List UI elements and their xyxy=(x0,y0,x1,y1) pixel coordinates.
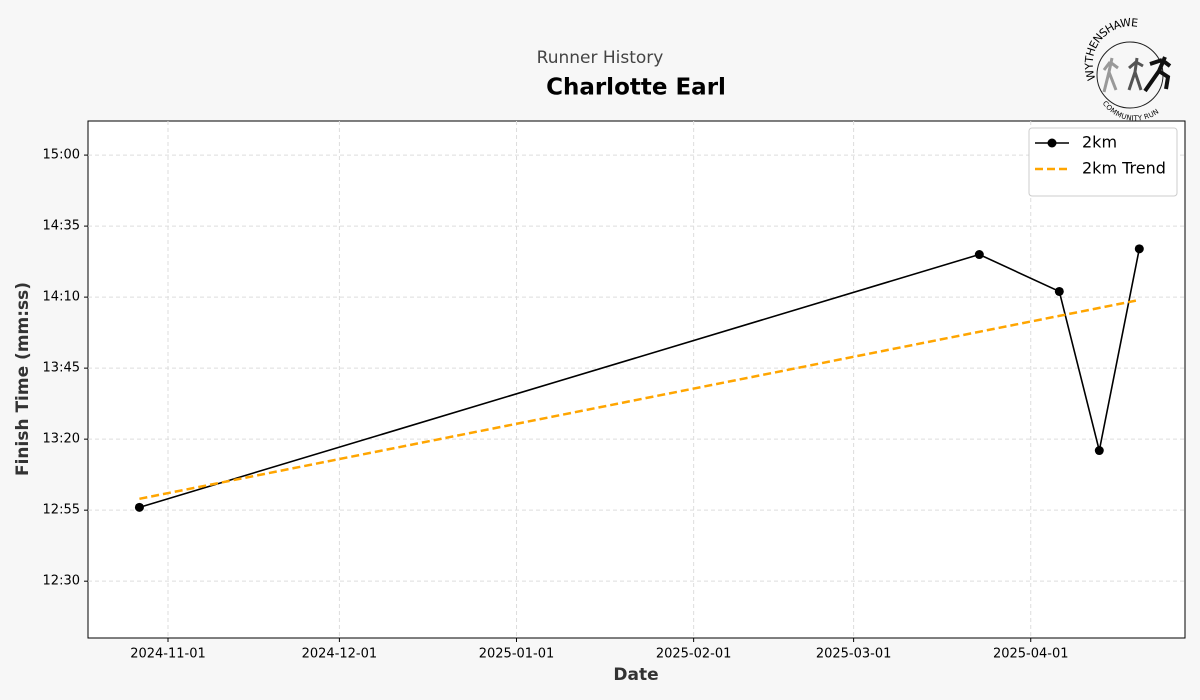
y-tick-label: 14:35 xyxy=(43,219,80,234)
logo-runner xyxy=(1102,57,1119,93)
series-line xyxy=(139,298,1140,501)
data-point xyxy=(1054,286,1064,296)
x-tick-label: 2025-04-01 xyxy=(993,647,1069,662)
data-point xyxy=(1094,446,1104,456)
y-axis-label: Finish Time (mm:ss) xyxy=(13,282,33,476)
y-tick-label: 12:30 xyxy=(43,574,80,589)
legend-label: 2km Trend xyxy=(1082,159,1166,178)
data-point xyxy=(134,502,144,512)
y-tick-label: 15:00 xyxy=(43,148,80,163)
legend-marker xyxy=(1047,138,1057,148)
x-axis-label: Date xyxy=(613,665,658,685)
x-tick-label: 2025-03-01 xyxy=(816,647,892,662)
legend-box xyxy=(1028,127,1178,197)
y-tick-label: 14:10 xyxy=(43,290,80,305)
legend: 2km 2km Trend xyxy=(1028,127,1178,197)
x-tick-label: 2025-02-01 xyxy=(656,647,732,662)
y-tick-label: 13:45 xyxy=(43,361,80,376)
grid xyxy=(88,121,1185,638)
logo-runner xyxy=(1127,57,1144,91)
x-tick-label: 2024-12-01 xyxy=(302,647,378,662)
x-tick-label: 2025-01-01 xyxy=(479,647,555,662)
data-point xyxy=(974,250,984,260)
x-tick-label: 2024-11-01 xyxy=(130,647,206,662)
data-point xyxy=(1134,244,1144,254)
y-tick-label: 13:20 xyxy=(43,432,80,447)
logo-runner xyxy=(1143,56,1172,93)
chart-subtitle: Runner History xyxy=(537,48,664,68)
legend-label: 2km xyxy=(1082,133,1117,152)
plot-area xyxy=(87,120,1186,639)
chart-title: Charlotte Earl xyxy=(546,75,726,101)
y-tick-label: 12:55 xyxy=(43,503,80,518)
